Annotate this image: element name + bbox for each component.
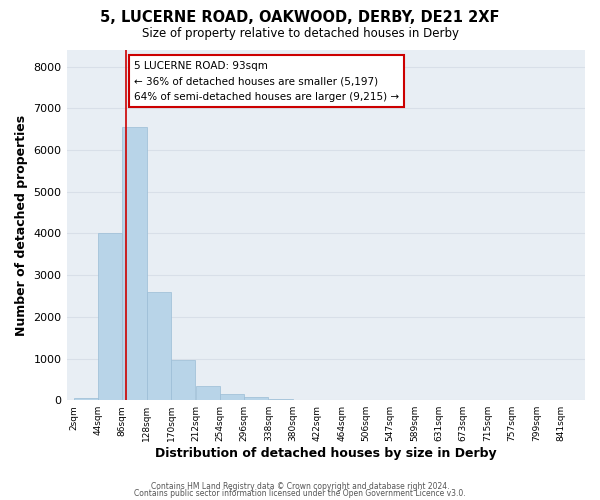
Bar xyxy=(74,398,98,400)
Text: Size of property relative to detached houses in Derby: Size of property relative to detached ho… xyxy=(142,28,458,40)
Bar xyxy=(244,397,268,400)
X-axis label: Distribution of detached houses by size in Derby: Distribution of detached houses by size … xyxy=(155,447,497,460)
Bar xyxy=(196,386,220,400)
Text: 5 LUCERNE ROAD: 93sqm
← 36% of detached houses are smaller (5,197)
64% of semi-d: 5 LUCERNE ROAD: 93sqm ← 36% of detached … xyxy=(134,60,399,102)
Bar xyxy=(122,127,146,400)
Text: Contains HM Land Registry data © Crown copyright and database right 2024.: Contains HM Land Registry data © Crown c… xyxy=(151,482,449,491)
Text: 5, LUCERNE ROAD, OAKWOOD, DERBY, DE21 2XF: 5, LUCERNE ROAD, OAKWOOD, DERBY, DE21 2X… xyxy=(100,10,500,25)
Text: Contains public sector information licensed under the Open Government Licence v3: Contains public sector information licen… xyxy=(134,490,466,498)
Bar xyxy=(220,394,244,400)
Bar xyxy=(171,360,195,400)
Y-axis label: Number of detached properties: Number of detached properties xyxy=(15,114,28,336)
Bar xyxy=(98,234,122,400)
Bar xyxy=(269,399,293,400)
Bar xyxy=(147,292,171,400)
